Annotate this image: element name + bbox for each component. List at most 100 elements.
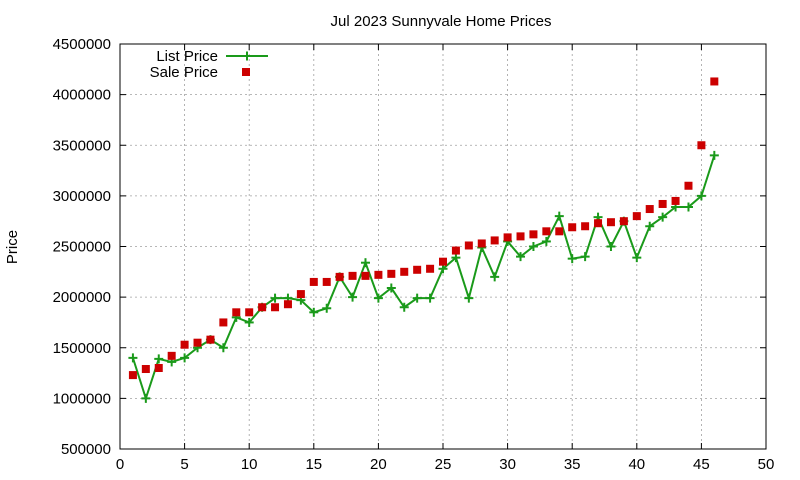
- list-price-point: [490, 272, 500, 282]
- sale-price-point: [439, 257, 447, 266]
- sale-price-point: [451, 246, 460, 255]
- x-tick-label: 50: [758, 456, 775, 473]
- list-price-point: [128, 353, 138, 363]
- legend-label-list-price: List Price: [156, 48, 218, 65]
- sale-price-point: [632, 212, 641, 221]
- x-tick-label: 0: [116, 456, 124, 473]
- list-price-point: [567, 254, 577, 264]
- list-price-point: [632, 253, 642, 263]
- sale-price-point: [271, 303, 280, 312]
- legend-label-sale-price: Sale Price: [150, 64, 218, 81]
- sale-price-point: [671, 196, 680, 205]
- sale-price-point: [594, 219, 603, 228]
- sale-price-point: [245, 308, 254, 317]
- sale-price-point: [219, 318, 228, 327]
- sale-price-point: [400, 267, 409, 276]
- list-price-point: [386, 283, 396, 293]
- sale-price-point: [568, 223, 577, 232]
- sale-price-point: [684, 181, 693, 190]
- sale-price-point: [296, 290, 305, 299]
- list-price-point: [244, 317, 254, 327]
- sale-price-point: [322, 277, 331, 286]
- series-layer: [128, 77, 719, 403]
- list-price-point: [709, 150, 719, 160]
- list-price-point: [309, 307, 319, 317]
- list-price-point: [606, 242, 616, 251]
- ticks-layer: 0 5 10 15 20 25 30 35 40 45 50 500000 1000000 1500000…: [53, 36, 775, 473]
- x-tick-label: 20: [370, 456, 387, 473]
- sale-price-point: [645, 205, 654, 214]
- sale-price-point: [697, 141, 706, 150]
- x-tick-label: 10: [241, 456, 258, 473]
- list-price-line: [131, 155, 716, 402]
- list-price-point: [683, 202, 693, 212]
- sale-price-point: [206, 335, 215, 344]
- sale-price-point: [516, 232, 525, 241]
- sale-price-point: [606, 218, 615, 227]
- y-tick-label: 500000: [61, 441, 111, 458]
- y-tick-label: 4000000: [53, 87, 111, 104]
- sale-price-point: [283, 300, 292, 309]
- list-price-point: [516, 252, 526, 262]
- x-tick-label: 40: [628, 456, 645, 473]
- list-price-point: [464, 293, 474, 303]
- sale-price-point: [348, 271, 357, 280]
- legend-marker-list-price: [242, 51, 252, 61]
- sale-price-point: [619, 217, 628, 226]
- sale-price-point: [529, 230, 538, 239]
- sale-price-point: [426, 264, 435, 273]
- list-price-point: [218, 343, 228, 353]
- y-tick-label: 4500000: [53, 36, 111, 53]
- list-price-point: [141, 393, 151, 403]
- sale-price-point: [710, 77, 719, 86]
- sale-price-point: [309, 277, 318, 286]
- sale-price-point: [542, 227, 551, 236]
- list-price-point: [399, 302, 409, 312]
- sale-price-point: [658, 199, 667, 208]
- x-tick-label: 45: [693, 456, 710, 473]
- list-price-point: [451, 253, 461, 263]
- list-price-point: [412, 293, 422, 303]
- list-price-point: [645, 221, 655, 231]
- y-tick-label: 3500000: [53, 137, 111, 154]
- x-tick-label: 15: [305, 456, 322, 473]
- list-price-point: [322, 303, 332, 313]
- sale-price-point: [581, 222, 590, 231]
- y-axis-label: Price: [4, 230, 21, 264]
- sale-price-point: [167, 351, 176, 360]
- sale-price-point: [413, 265, 422, 274]
- list-price-point: [373, 293, 383, 303]
- list-price-point: [154, 354, 164, 364]
- legend-marker-sale-price: [242, 68, 250, 76]
- list-price-point: [270, 293, 280, 303]
- x-tick-label: 5: [180, 456, 188, 473]
- sale-price-point: [374, 270, 383, 279]
- list-price-point: [658, 212, 668, 222]
- x-tick-label: 30: [499, 456, 516, 473]
- sale-price-point: [193, 338, 202, 347]
- sale-price-point: [180, 340, 189, 349]
- sale-price-point: [258, 303, 267, 312]
- sale-price-point: [490, 236, 499, 245]
- list-price-point: [180, 353, 190, 363]
- list-price-point: [696, 191, 706, 201]
- sale-price-point: [335, 272, 344, 281]
- sale-price-point: [154, 364, 163, 372]
- sale-price-point: [387, 269, 396, 278]
- sale-price-point: [503, 233, 512, 242]
- list-price-point: [360, 258, 370, 268]
- sale-price-point: [464, 241, 473, 250]
- sale-price-point: [477, 239, 486, 248]
- sale-price-point: [232, 308, 241, 317]
- x-tick-label: 25: [435, 456, 452, 473]
- sale-price-point: [361, 271, 370, 280]
- list-price-point: [580, 252, 590, 262]
- list-price-point: [348, 292, 358, 302]
- sale-price-point: [141, 365, 150, 374]
- y-tick-label: 1000000: [53, 390, 111, 407]
- list-price-point: [438, 264, 448, 274]
- y-tick-label: 2000000: [53, 289, 111, 306]
- list-price-point: [425, 293, 435, 303]
